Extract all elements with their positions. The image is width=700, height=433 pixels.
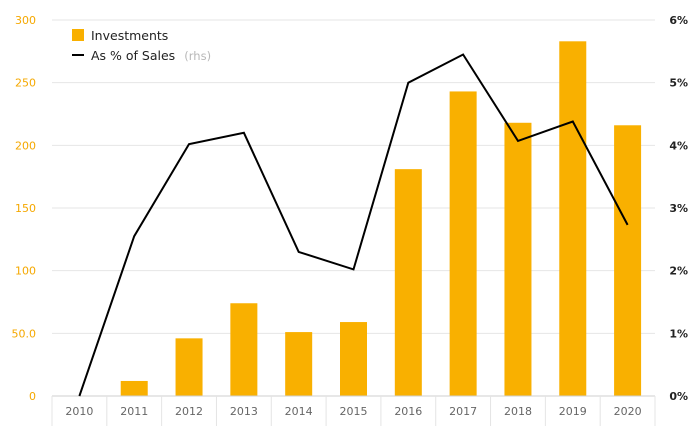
x-tick-label: 2012 <box>175 405 203 418</box>
y-right-tick-label: 2% <box>669 265 688 278</box>
bar-2014 <box>285 332 313 396</box>
gridlines <box>52 19 655 334</box>
y-right-tick-label: 0% <box>669 390 688 403</box>
x-tick-label: 2013 <box>230 405 258 418</box>
x-tick-label: 2010 <box>65 405 93 418</box>
y-left-tick-label: 50.0 <box>12 327 37 340</box>
y-right-tick-label: 4% <box>669 139 688 152</box>
y-left-tick-label: 100 <box>15 265 36 278</box>
axis-ticks: 0 50.0 100 150 200 250 300 0% 1% 2% 3% 4% 5% 6% 2010 20… <box>12 14 689 418</box>
legend: Investments As % of Sales (rhs) <box>72 28 211 64</box>
x-tick-label: 2014 <box>285 405 313 418</box>
x-tick-label: 2015 <box>340 405 368 418</box>
y-left-tick-label: 200 <box>15 139 36 152</box>
legend-label-rhs: (rhs) <box>184 49 211 63</box>
y-left-tick-label: 300 <box>15 14 36 27</box>
y-left-tick-label: 150 <box>15 202 36 215</box>
bar-series-investments <box>120 41 642 397</box>
bar-2016 <box>394 169 422 396</box>
bar-2013 <box>230 303 258 396</box>
y-right-tick-label: 5% <box>669 77 688 90</box>
x-tick-label: 2020 <box>614 405 642 418</box>
bar-2015 <box>340 322 367 396</box>
bar-2019 <box>559 41 587 396</box>
legend-label-investments: Investments <box>91 28 168 43</box>
x-tick-label: 2011 <box>120 405 148 418</box>
line-series-sales-pct <box>78 53 629 397</box>
x-tick-label: 2019 <box>559 405 587 418</box>
y-left-tick-label: 250 <box>15 77 36 90</box>
y-left-tick-label: 0 <box>29 390 36 403</box>
bar-2011 <box>120 380 148 396</box>
bar-2018 <box>504 122 532 397</box>
y-right-tick-label: 1% <box>669 327 688 340</box>
bar-2012 <box>175 338 203 396</box>
legend-swatch-investments <box>72 29 84 41</box>
x-tick-label: 2016 <box>394 405 422 418</box>
x-tick-label: 2017 <box>449 405 477 418</box>
y-right-tick-label: 3% <box>669 202 688 215</box>
y-right-tick-label: 6% <box>669 14 688 27</box>
bar-2020 <box>614 125 642 396</box>
x-tick-label: 2018 <box>504 405 532 418</box>
bar-2017 <box>449 91 477 396</box>
legend-label-sales-pct: As % of Sales (rhs) <box>91 45 211 64</box>
x-axis <box>51 395 656 426</box>
legend-label-sales-pct-name: As % of Sales <box>91 48 175 63</box>
